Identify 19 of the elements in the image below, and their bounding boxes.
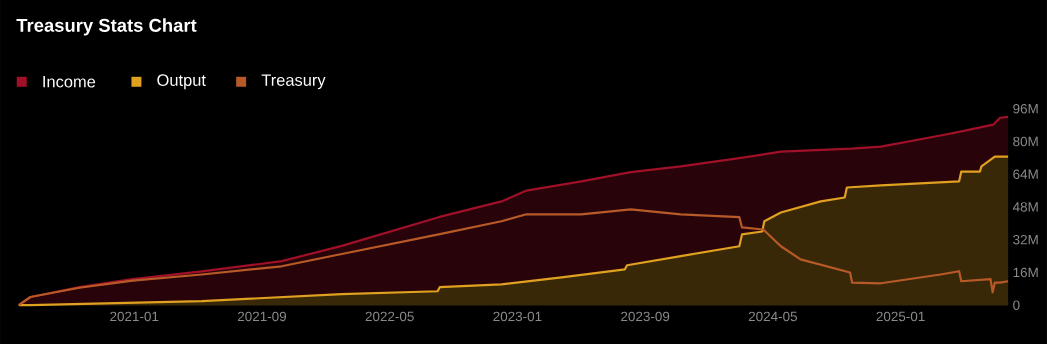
x-tick-label: 2022-05 xyxy=(365,311,414,322)
x-tick-label: 2023-09 xyxy=(621,311,670,322)
y-tick-label: 48M xyxy=(1012,202,1038,212)
x-tick-label: 2025-01 xyxy=(876,311,925,322)
legend-label: Output xyxy=(157,74,206,90)
line-series xyxy=(17,208,1010,307)
y-tick-label: 80M xyxy=(1013,136,1038,147)
chart-title: Treasury Stats Chart xyxy=(16,18,197,36)
legend-label: Treasury xyxy=(261,74,326,90)
x-tick-label: 2021-09 xyxy=(237,311,287,322)
y-tick-label: 32M xyxy=(1013,234,1038,245)
x-tick-label: 2024-05 xyxy=(748,311,797,322)
x-tick-label: 2023-01 xyxy=(493,311,542,322)
legend-label: Income xyxy=(43,76,96,88)
y-tick-label: 64M xyxy=(1013,169,1038,179)
y-tick-label: 0 xyxy=(1013,300,1020,310)
y-tick-label: 96M xyxy=(1013,103,1038,114)
y-tick-label: 16M xyxy=(1013,267,1038,278)
x-tick-label: 2021-01 xyxy=(110,311,159,322)
